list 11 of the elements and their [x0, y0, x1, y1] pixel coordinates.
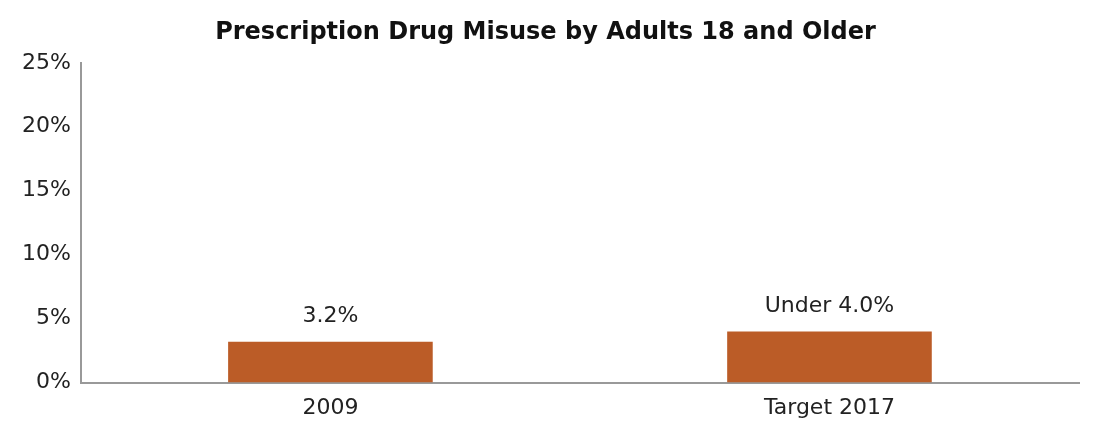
x-tick-label: 2009	[302, 393, 359, 419]
chart-title: Prescription Drug Misuse by Adults 18 and Older	[215, 16, 877, 45]
data-label: Under 4.0%	[764, 292, 895, 318]
data-label: 3.2%	[302, 302, 359, 328]
y-tick-label: 25%	[21, 48, 71, 74]
x-tick-label: Target 2017	[762, 393, 895, 419]
y-tick-label: 20%	[21, 112, 71, 138]
y-tick-label: 15%	[21, 176, 71, 202]
y-tick-label: 5%	[35, 304, 71, 330]
y-tick-label: 0%	[35, 368, 71, 394]
y-tick-label: 10%	[21, 240, 71, 266]
